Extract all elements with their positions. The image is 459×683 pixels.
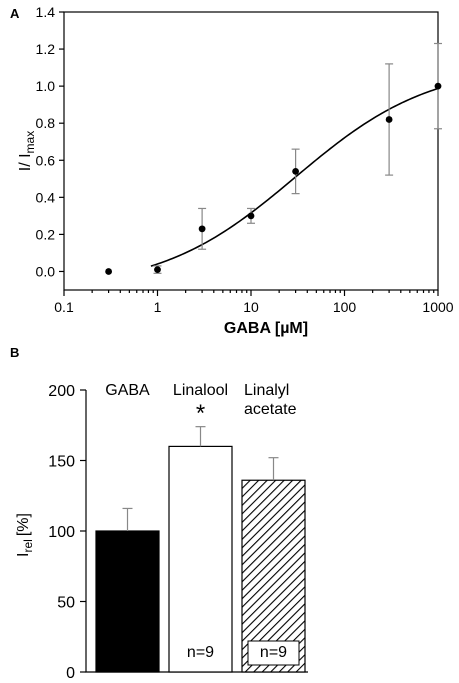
- data-point: [154, 266, 161, 274]
- panel-a: A 0.0 0.2 0.4 0.6 0.8 1.0 1.2 1.4 0.1 1 10 100 1000…: [10, 4, 454, 337]
- x-axis-label-a: GABA [µM]: [224, 320, 308, 337]
- fit-curve-path: [150, 87, 439, 267]
- panel-a-label: A: [10, 6, 20, 21]
- y-tick-label-b: 50: [57, 595, 75, 612]
- category-label: Linalyl: [244, 382, 289, 399]
- panel-b-label: B: [10, 345, 19, 360]
- y-tick-label-b: 0: [66, 665, 75, 682]
- data-points: [105, 42, 442, 275]
- x-tick-label-a: 1000: [422, 299, 453, 315]
- y-axis-a: 0.0 0.2 0.4 0.6 0.8 1.0 1.2 1.4: [36, 4, 64, 279]
- y-axis-label-b-sub: rel: [21, 539, 35, 552]
- category-label: Linalool: [173, 382, 228, 399]
- n-label: n=9: [187, 644, 214, 661]
- data-point: [385, 116, 393, 123]
- y-tick-label-a: 0.8: [36, 115, 56, 131]
- y-tick-label-a: 1.4: [36, 4, 56, 20]
- y-axis-label-a-sub: max: [23, 131, 37, 154]
- y-axis-label-b-main: I: [15, 553, 32, 557]
- x-tick-label-a: 0.1: [54, 299, 74, 315]
- plot-a-frame: [63, 11, 439, 291]
- y-tick-label-a: 0.0: [36, 263, 56, 279]
- y-tick-label-a: 0.2: [36, 226, 56, 242]
- n-label: n=10: [109, 644, 145, 661]
- bars: GABA n=10 Linalool* n=9 Linalyl acetate n=9: [95, 382, 306, 673]
- bar: [241, 479, 306, 673]
- y-tick-label-a: 1.2: [36, 41, 56, 57]
- y-tick-label-b: 150: [48, 454, 75, 471]
- y-axis-label-b-unit: [%]: [15, 513, 32, 536]
- y-axis-b: 0 50 100 150 200: [48, 383, 86, 682]
- data-point: [105, 268, 113, 275]
- fit-curve: [150, 87, 439, 267]
- x-tick-label-a: 1: [154, 299, 162, 315]
- data-point: [198, 225, 206, 233]
- y-tick-label-a: 0.4: [36, 189, 56, 205]
- bar: [95, 530, 160, 673]
- y-axis-label-a: I/ Imax: [17, 131, 37, 171]
- category-label: acetate: [244, 401, 297, 418]
- x-tick-label-a: 10: [243, 299, 259, 315]
- y-tick-label-a: 0.6: [36, 152, 56, 168]
- category-label: GABA: [105, 382, 150, 399]
- n-label-box: [247, 640, 300, 666]
- y-axis-label-b: Irel [%]: [15, 513, 35, 557]
- x-tick-label-a: 100: [333, 299, 357, 315]
- y-tick-label-a: 1.0: [36, 78, 56, 94]
- data-point: [292, 167, 300, 175]
- x-axis-a: 0.1 1 10 100 1000: [54, 290, 454, 315]
- y-axis-label-a-main: I/ I: [17, 153, 34, 171]
- panel-b: B 0 50 100 150 200 GABA n=10 Linalool* n=9 Linal…: [10, 345, 308, 682]
- bar: [168, 445, 233, 673]
- y-tick-label-b: 200: [48, 383, 75, 400]
- n-label: n=9: [260, 644, 287, 661]
- data-point: [247, 212, 255, 220]
- data-point: [434, 82, 442, 90]
- y-tick-label-b: 100: [48, 524, 75, 541]
- significance-marker: *: [196, 400, 205, 427]
